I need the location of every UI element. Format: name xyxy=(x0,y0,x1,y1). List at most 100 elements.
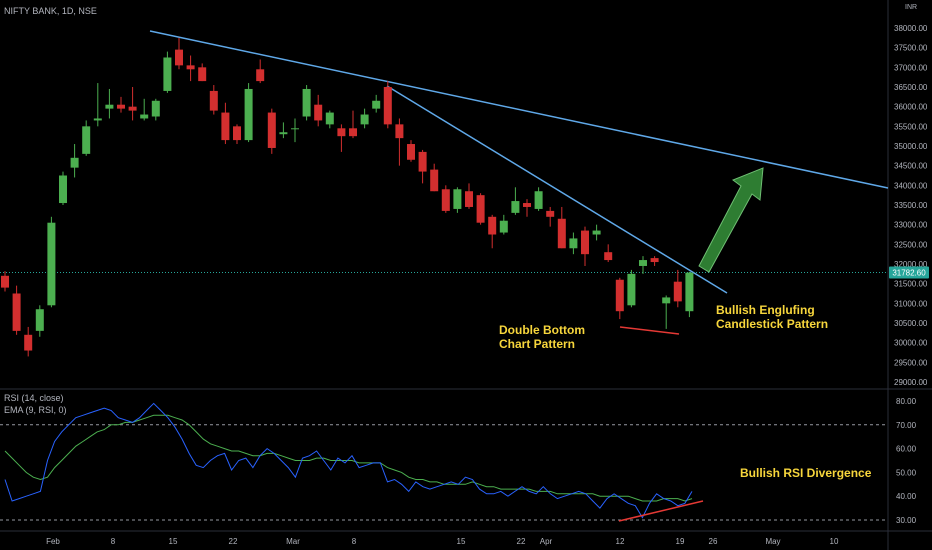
candle-body[interactable] xyxy=(151,100,160,117)
price-tick-label: 35500.00 xyxy=(894,122,928,131)
candle-body[interactable] xyxy=(418,151,427,172)
candle-body[interactable] xyxy=(233,126,241,141)
candle-body[interactable] xyxy=(383,87,392,125)
price-tick-label: 34500.00 xyxy=(894,162,928,171)
candle-body[interactable] xyxy=(430,169,439,192)
candle-body[interactable] xyxy=(279,132,288,135)
candles-group xyxy=(1,37,694,357)
ema-label[interactable]: EMA (9, RSI, 0) xyxy=(4,405,67,415)
candle-body[interactable] xyxy=(70,157,79,168)
candle-body[interactable] xyxy=(511,201,520,213)
candle-body[interactable] xyxy=(93,118,102,121)
candle-body[interactable] xyxy=(12,293,21,331)
last-price-badge[interactable] xyxy=(889,266,929,279)
candle-body[interactable] xyxy=(673,281,682,302)
candle-body[interactable] xyxy=(128,106,137,111)
candle-body[interactable] xyxy=(465,191,473,207)
currency-label: INR xyxy=(905,4,918,11)
rsi-divergence-line[interactable] xyxy=(618,500,704,522)
candle-body[interactable] xyxy=(302,88,311,117)
candle-body[interactable] xyxy=(523,203,531,207)
price-tick-label: 37500.00 xyxy=(894,44,928,53)
candle-body[interactable] xyxy=(1,275,9,288)
time-tick-label: 19 xyxy=(676,537,685,546)
candle-body[interactable] xyxy=(349,128,357,137)
price-tick-label: 33500.00 xyxy=(894,201,928,210)
candle-body[interactable] xyxy=(325,112,334,125)
time-tick-label: 22 xyxy=(517,537,526,546)
price-tick-label: 38000.00 xyxy=(894,24,928,33)
candle-body[interactable] xyxy=(163,57,172,91)
candle-body[interactable] xyxy=(24,334,33,351)
time-tick-label: Mar xyxy=(286,537,300,546)
candle-body[interactable] xyxy=(291,128,299,130)
rsi-divergence-annotation: Bullish RSI Divergence xyxy=(740,466,872,480)
candle-body[interactable] xyxy=(557,218,566,249)
candle-body[interactable] xyxy=(569,238,578,249)
candle-body[interactable] xyxy=(314,104,323,121)
candle-body[interactable] xyxy=(337,128,346,137)
candle-body[interactable] xyxy=(546,210,555,217)
candle-body[interactable] xyxy=(592,230,601,235)
candle-body[interactable] xyxy=(221,112,230,141)
candle-body[interactable] xyxy=(59,175,67,204)
double-bottom-line-2: Chart Pattern xyxy=(499,337,576,351)
candle-body[interactable] xyxy=(175,49,183,66)
time-tick-label: Feb xyxy=(46,537,60,546)
candle-body[interactable] xyxy=(140,114,149,119)
price-tick-label: 30000.00 xyxy=(894,339,928,348)
candle-body[interactable] xyxy=(441,189,450,211)
candle-body[interactable] xyxy=(499,220,508,233)
candle-body[interactable] xyxy=(488,216,497,235)
candle-body[interactable] xyxy=(604,252,613,261)
double-bottom-annotation: Double Bottom Chart Pattern xyxy=(499,323,585,351)
candle-body[interactable] xyxy=(534,191,543,209)
candle-body[interactable] xyxy=(105,104,114,109)
candle-body[interactable] xyxy=(581,230,589,255)
candle-body[interactable] xyxy=(256,69,265,82)
candle-body[interactable] xyxy=(82,126,91,154)
candle-body[interactable] xyxy=(198,67,207,82)
double-bottom-line-1: Double Bottom xyxy=(499,323,585,337)
candle-body[interactable] xyxy=(407,144,415,160)
candle-body[interactable] xyxy=(476,195,485,223)
candle-body[interactable] xyxy=(395,124,404,139)
rsi-line xyxy=(4,402,693,519)
candle-body[interactable] xyxy=(209,90,218,111)
double-bottom-line[interactable] xyxy=(619,326,680,335)
price-tick-label: 37000.00 xyxy=(894,63,928,72)
candle-body[interactable] xyxy=(453,189,462,209)
price-tick-label: 29000.00 xyxy=(894,378,928,387)
time-tick-label: 15 xyxy=(169,537,178,546)
candle-body[interactable] xyxy=(47,222,56,306)
candle-body[interactable] xyxy=(244,88,253,141)
candle-body[interactable] xyxy=(267,112,276,148)
time-tick-label: 10 xyxy=(830,537,839,546)
rsi-tick-label: 70.00 xyxy=(896,421,917,430)
bullish-arrow-icon[interactable] xyxy=(698,167,764,273)
candle-body[interactable] xyxy=(360,114,369,125)
time-tick-label: 15 xyxy=(457,537,466,546)
candle-body[interactable] xyxy=(650,258,659,263)
engulfing-line-1: Bullish Englufing xyxy=(716,303,815,317)
candle-body[interactable] xyxy=(685,272,694,312)
short-trendline[interactable] xyxy=(386,85,728,294)
candle-body[interactable] xyxy=(35,309,44,331)
time-tick-label: 8 xyxy=(111,537,116,546)
price-tick-label: 32500.00 xyxy=(894,240,928,249)
candle-body[interactable] xyxy=(117,104,125,109)
long-trendline[interactable] xyxy=(149,30,889,189)
rsi-label[interactable]: RSI (14, close) xyxy=(4,393,64,403)
rsi-tick-label: 50.00 xyxy=(896,468,917,477)
candle-body[interactable] xyxy=(662,297,671,304)
time-tick-label: 8 xyxy=(352,537,357,546)
price-tick-label: 33000.00 xyxy=(894,221,928,230)
symbol-header[interactable]: NIFTY BANK, 1D, NSE xyxy=(4,6,97,16)
price-tick-label: 36000.00 xyxy=(894,103,928,112)
candle-body[interactable] xyxy=(615,279,624,312)
candle-body[interactable] xyxy=(627,273,636,306)
candle-body[interactable] xyxy=(372,100,381,109)
time-axis-ticks: Feb 8 15 22 Mar 8 15 22 Apr 12 19 26 May 10 xyxy=(46,537,839,546)
candle-body[interactable] xyxy=(186,65,195,70)
candle-body[interactable] xyxy=(639,260,647,266)
